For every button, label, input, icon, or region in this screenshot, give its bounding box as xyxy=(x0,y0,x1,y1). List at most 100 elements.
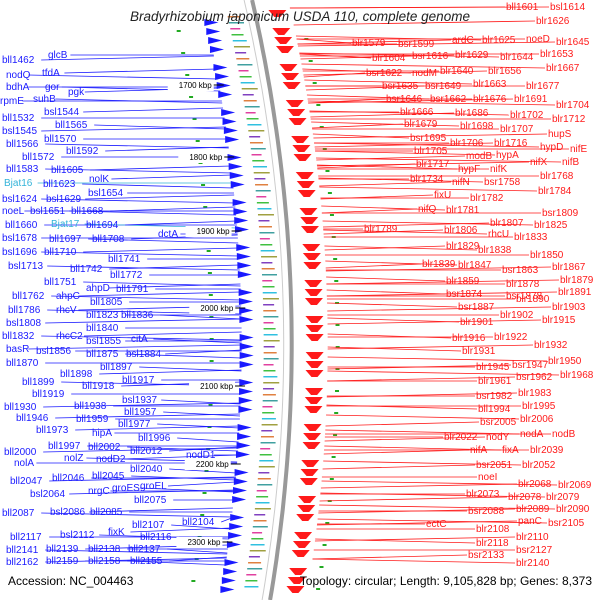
gene-label-left[interactable]: bsl2064 xyxy=(30,489,65,500)
gene-label-left[interactable]: bll2138 xyxy=(88,544,121,555)
gene-label-right[interactable]: blr1945 xyxy=(476,362,510,373)
gene-label-left[interactable]: noeL xyxy=(2,206,25,217)
gene-label-right[interactable]: bsr1874 xyxy=(446,289,483,300)
gene-label-right[interactable]: blr1901 xyxy=(460,317,494,328)
gene-label-left[interactable]: bsl1713 xyxy=(8,261,43,272)
gene-label-left[interactable]: bsl1808 xyxy=(6,318,41,329)
gene-label-right[interactable]: blr1698 xyxy=(460,121,494,132)
gene-label-left[interactable]: ahpD xyxy=(86,283,110,294)
gene-label-right[interactable]: nodA xyxy=(520,429,544,440)
gene-label-right[interactable]: blr1645 xyxy=(556,37,590,48)
gene-label-right[interactable]: blr1663 xyxy=(473,79,507,90)
gene-label-left[interactable]: bll1710 xyxy=(44,247,77,258)
gene-label-left[interactable]: suhB xyxy=(33,94,56,105)
gene-label-left[interactable]: glcB xyxy=(48,50,68,61)
gene-label-left[interactable]: bll1899 xyxy=(22,377,55,388)
gene-label-right[interactable]: blr2052 xyxy=(522,460,556,471)
gene-label-right[interactable]: bsr1887 xyxy=(458,302,495,313)
gene-label-left[interactable]: bll1832 xyxy=(2,331,35,342)
gene-label-right[interactable]: bsr2133 xyxy=(468,550,505,561)
gene-label-right[interactable]: blr2090 xyxy=(556,504,590,515)
gene-label-right[interactable]: bll1601 xyxy=(506,2,539,13)
gene-label-right[interactable]: nifX xyxy=(530,157,548,168)
gene-label-right[interactable]: nifQ xyxy=(418,204,437,215)
gene-label-right[interactable]: nodB xyxy=(552,429,576,440)
gene-label-left[interactable]: bsl1696 xyxy=(2,247,37,258)
gene-label-left[interactable]: bll2159 xyxy=(46,556,79,567)
gene-label-right[interactable]: blr1879 xyxy=(560,275,594,286)
gene-label-right[interactable]: blr2022 xyxy=(444,432,478,443)
gene-label-left[interactable]: bll1668 xyxy=(71,206,104,217)
gene-label-left[interactable]: bsl1545 xyxy=(2,126,37,137)
gene-label-left[interactable]: bdhA xyxy=(6,82,30,93)
gene-label-left[interactable]: groEL xyxy=(140,481,167,492)
gene-label-left[interactable]: rhcC2 xyxy=(56,331,83,342)
gene-label-left[interactable]: bll2045 xyxy=(92,471,125,482)
gene-label-right[interactable]: blr2140 xyxy=(516,558,550,569)
gene-label-right[interactable]: blr2110 xyxy=(516,532,549,543)
gene-label-left[interactable]: nodQ xyxy=(6,70,31,81)
gene-label-left[interactable]: bsl2086 xyxy=(50,507,85,518)
gene-label-right[interactable]: bsr1809 xyxy=(542,208,579,219)
gene-label-right[interactable]: blr2118 xyxy=(476,538,509,549)
gene-label-left[interactable]: bll1919 xyxy=(32,389,65,400)
gene-label-right[interactable]: blr1704 xyxy=(556,100,590,111)
gene-label-left[interactable]: bll1870 xyxy=(6,358,39,369)
gene-label-left[interactable]: bll1930 xyxy=(4,402,37,413)
gene-label-left[interactable]: bsl1654 xyxy=(88,188,123,199)
gene-label-right[interactable]: blr1677 xyxy=(526,81,560,92)
gene-label-left[interactable]: bll1997 xyxy=(48,441,81,452)
gene-label-right[interactable]: blr1916 xyxy=(452,333,486,344)
gene-label-left[interactable]: bll2137 xyxy=(128,544,161,555)
gene-label-right[interactable]: ectC xyxy=(426,519,447,530)
gene-label-right[interactable]: blr1640 xyxy=(440,66,474,77)
gene-label-left[interactable]: bsl1855 xyxy=(86,336,121,347)
gene-label-right[interactable]: bsr1622 xyxy=(366,68,403,79)
gene-label-right[interactable]: blr1829 xyxy=(446,241,480,252)
gene-label-right[interactable]: panC xyxy=(518,516,542,527)
gene-label-right[interactable]: noeI xyxy=(478,472,497,483)
gene-label-left[interactable]: bsl1544 xyxy=(44,107,79,118)
gene-label-left[interactable]: rhcV xyxy=(56,305,77,316)
gene-label-right[interactable]: nifB xyxy=(562,157,580,168)
gene-label-right[interactable]: blr1806 xyxy=(444,225,478,236)
gene-label-left[interactable]: nolZ xyxy=(64,453,83,464)
gene-label-right[interactable]: blr1712 xyxy=(552,114,586,125)
gene-label-right[interactable]: bsr1878 xyxy=(506,291,543,302)
gene-label-right[interactable]: blr1666 xyxy=(400,107,434,118)
gene-label-left[interactable]: ahpC xyxy=(56,291,80,302)
gene-label-left[interactable]: bll2087 xyxy=(2,508,35,519)
gene-label-right[interactable]: bsr2088 xyxy=(468,506,505,517)
gene-label-right[interactable]: fixA xyxy=(502,445,519,456)
gene-label-right[interactable]: bsr2051 xyxy=(476,460,513,471)
gene-label-right[interactable]: bsr1962 xyxy=(516,372,553,383)
gene-label-left[interactable]: bll2162 xyxy=(6,557,39,568)
gene-label-right[interactable]: blr1890 xyxy=(516,294,550,305)
gene-label-right[interactable]: blr1686 xyxy=(455,108,489,119)
gene-label-left[interactable]: rpmE xyxy=(0,96,24,107)
gene-label-left[interactable]: bsl1884 xyxy=(126,349,161,360)
gene-label-right[interactable]: blr1705 xyxy=(414,146,448,157)
gene-label-left[interactable]: fixK xyxy=(108,527,125,538)
gene-label-left[interactable]: bll1875 xyxy=(86,349,119,360)
gene-label-left[interactable]: bll1570 xyxy=(44,134,77,145)
gene-label-right[interactable]: blr1839 xyxy=(422,259,456,270)
gene-label-right[interactable]: blr1629 xyxy=(455,50,489,61)
gene-label-right[interactable]: blr1782 xyxy=(470,193,504,204)
gene-label-left[interactable]: bll1836 xyxy=(121,310,154,321)
gene-label-left[interactable]: nodD2 xyxy=(96,454,126,465)
gene-label-right[interactable]: bsr1646 xyxy=(386,94,423,105)
gene-label-left[interactable]: bll2047 xyxy=(10,476,43,487)
gene-label-right[interactable]: blr1604 xyxy=(372,53,406,64)
gene-label-right[interactable]: blr1903 xyxy=(552,302,586,313)
gene-label-right[interactable]: nodM xyxy=(412,68,437,79)
gene-label-right[interactable]: nifK xyxy=(490,164,508,175)
gene-label-left[interactable]: bll2155 xyxy=(130,556,163,567)
gene-label-right[interactable]: hupS xyxy=(548,129,572,140)
gene-label-right[interactable]: nodY xyxy=(486,432,510,443)
gene-label-left[interactable]: bll2107 xyxy=(132,520,165,531)
gene-label-right[interactable]: blr1625 xyxy=(482,35,516,46)
gene-label-left[interactable]: bll1791 xyxy=(116,284,149,295)
gene-label-left[interactable]: bll2104 xyxy=(182,517,215,528)
gene-label-left[interactable]: tfdA xyxy=(42,68,60,79)
